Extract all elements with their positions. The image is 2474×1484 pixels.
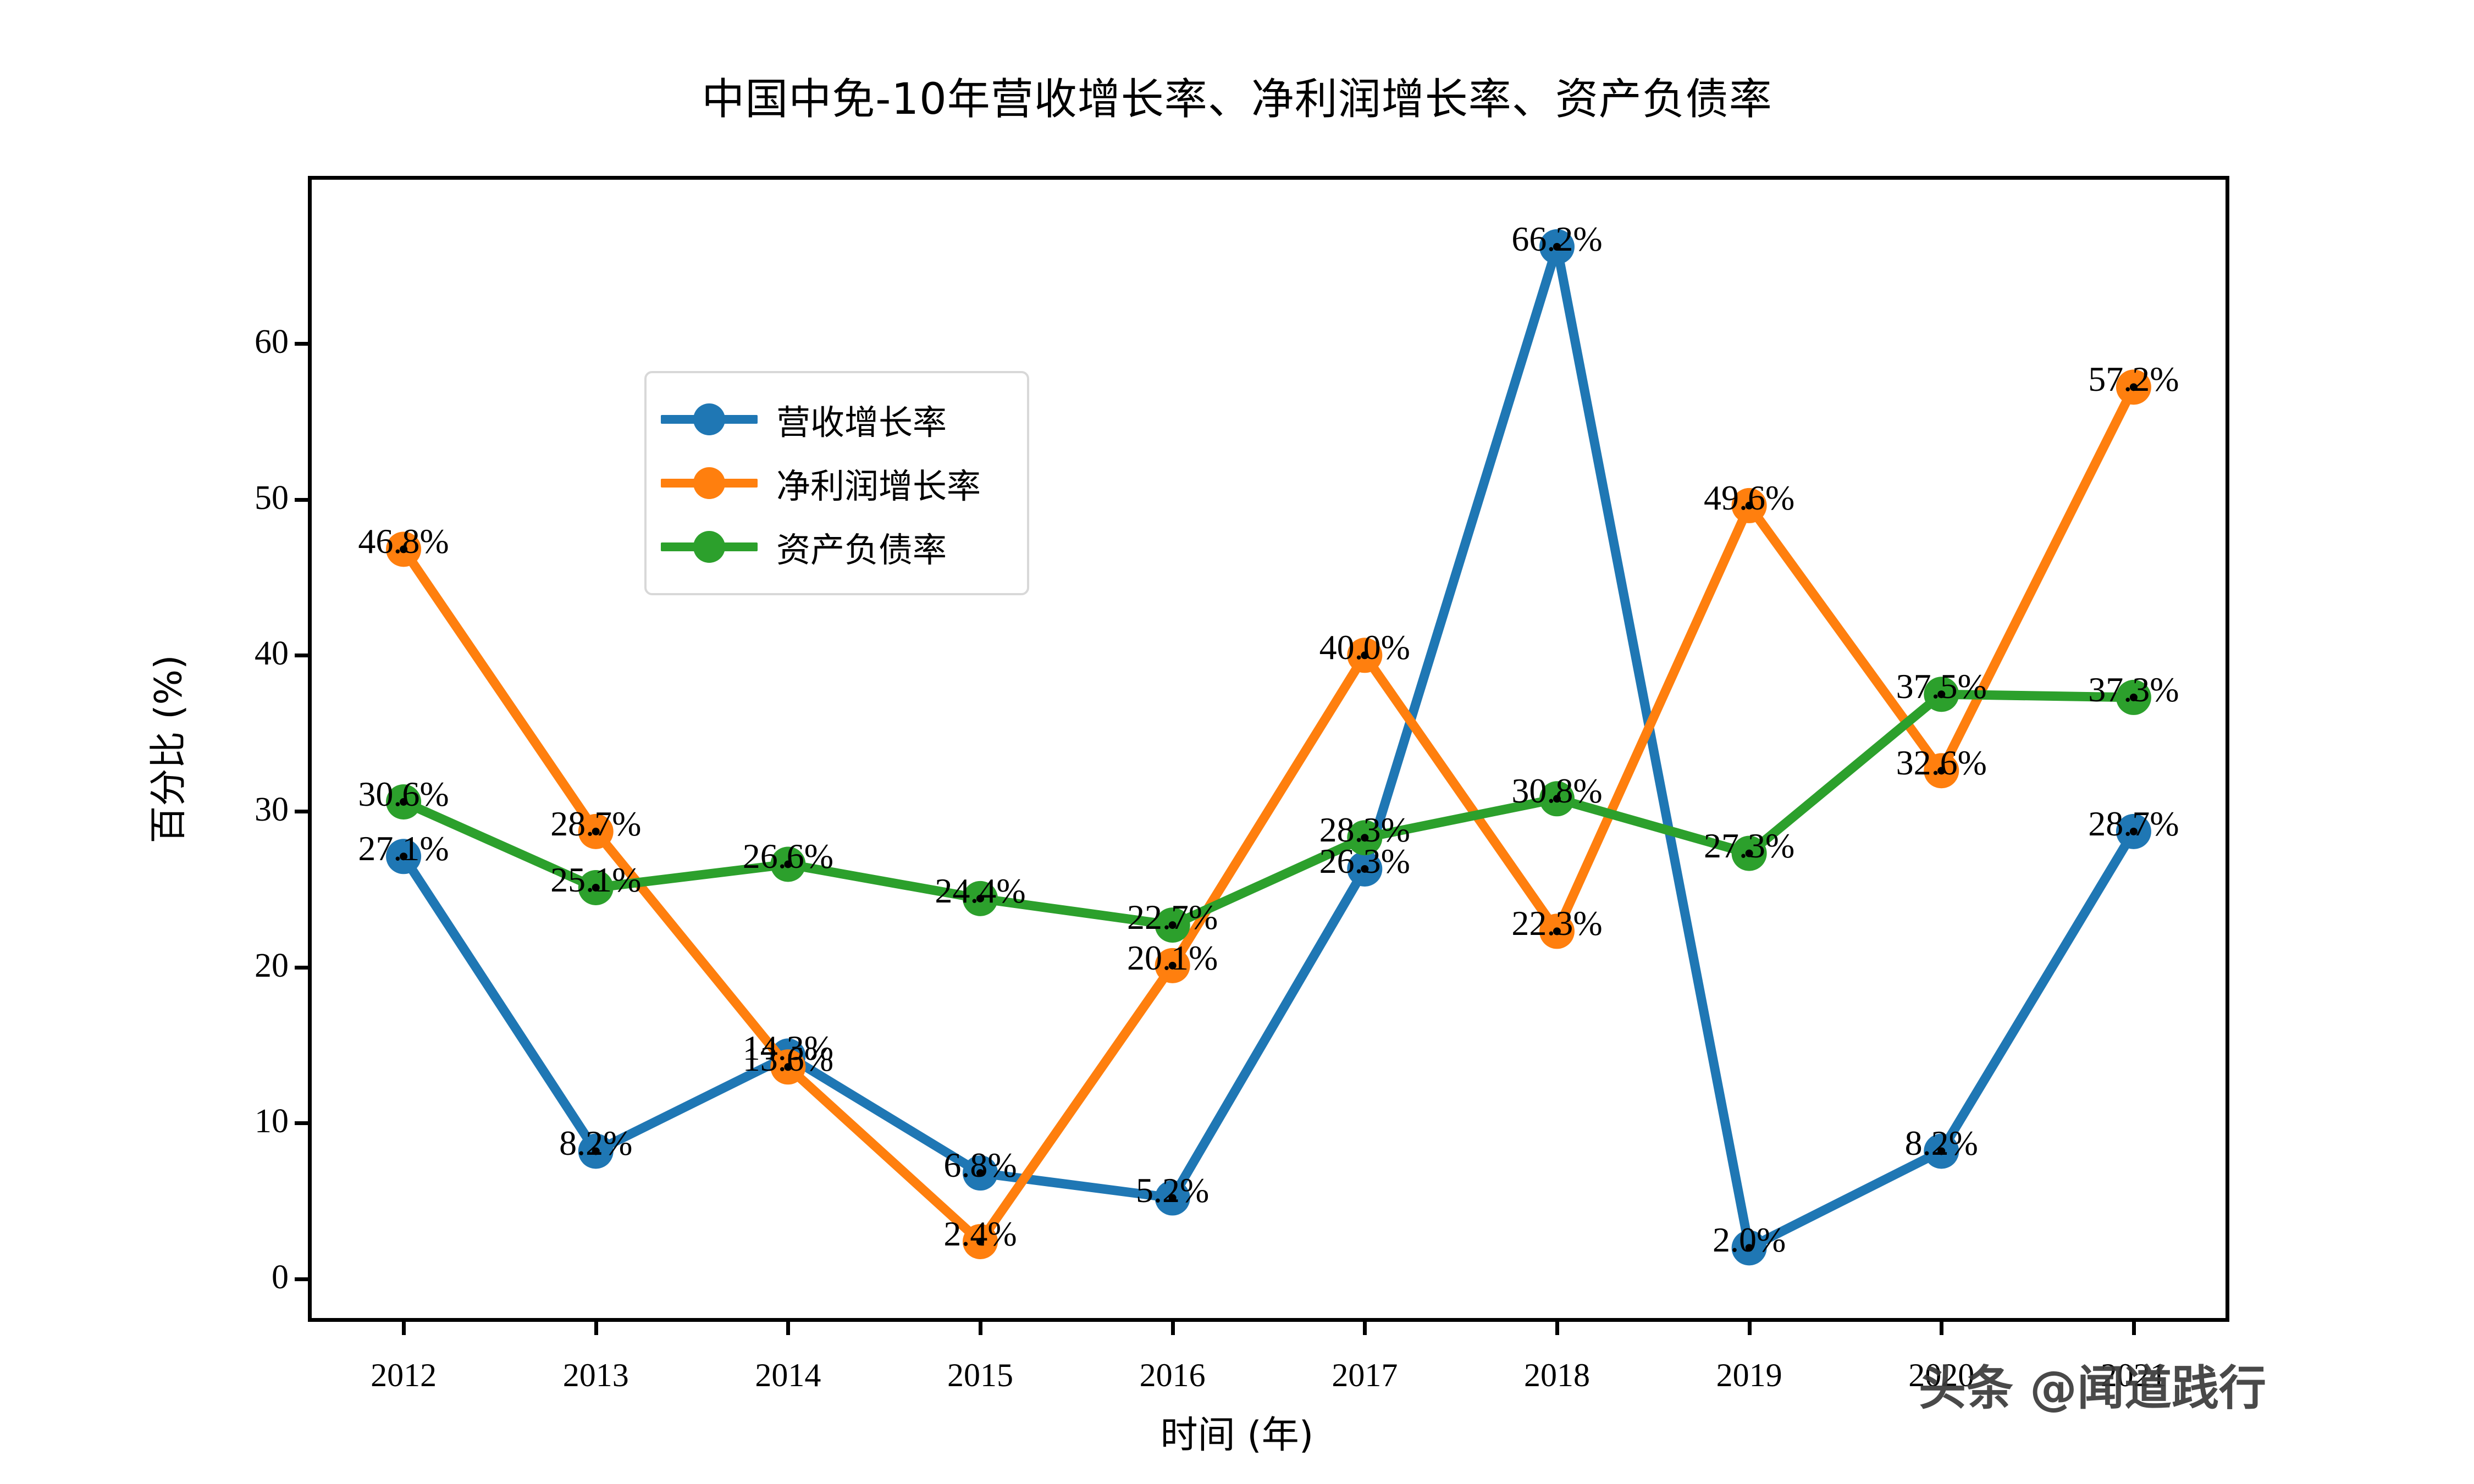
data-point-center-dot bbox=[976, 894, 985, 902]
series-line-2 bbox=[399, 689, 2139, 930]
x-tick-label: 2013 bbox=[562, 1357, 629, 1393]
x-tick-mark bbox=[1747, 1322, 1752, 1335]
x-tick-label: 2020 bbox=[1908, 1357, 1975, 1393]
x-tick-label: 2017 bbox=[1332, 1357, 1398, 1393]
y-tick-mark bbox=[295, 341, 308, 346]
data-point-center-dot bbox=[1937, 767, 1946, 775]
data-point-center-dot bbox=[784, 1063, 792, 1071]
data-point-center-dot bbox=[976, 1169, 985, 1177]
y-tick-label: 50 bbox=[255, 479, 289, 517]
data-point-center-dot bbox=[2129, 383, 2138, 391]
y-tick-label: 10 bbox=[255, 1103, 289, 1140]
y-tick-mark bbox=[295, 654, 308, 658]
data-point-center-dot bbox=[1745, 1244, 1753, 1252]
data-point-center-dot bbox=[592, 827, 600, 835]
x-tick-mark bbox=[594, 1322, 598, 1335]
chart-title: 中国中免-10年营收增长率、净利润增长率、资产负债率 bbox=[702, 75, 1772, 124]
data-point-center-dot bbox=[1553, 927, 1561, 935]
x-axis-title: 时间 (年) bbox=[1160, 1414, 1314, 1457]
plot-area: 27.1% 8.2% 14.3% 6.8% 5.2% 26.3% 66.2% 2.0% 8.2%… bbox=[308, 176, 2229, 1322]
y-axis-title: 百分比 (%) bbox=[147, 654, 191, 844]
legend-label-revenue-growth: 营收增长率 bbox=[776, 402, 947, 442]
series-line-0 bbox=[399, 242, 2139, 1253]
y-tick-label: 0 bbox=[272, 1259, 289, 1297]
legend-item-2[interactable]: 资产负债率 bbox=[661, 515, 1010, 579]
series-line-1 bbox=[399, 382, 2139, 1247]
x-tick-label: 2018 bbox=[1523, 1357, 1590, 1393]
data-point-center-dot bbox=[592, 883, 600, 891]
data-point-center-dot bbox=[1168, 961, 1177, 970]
x-tick-mark bbox=[1940, 1322, 1944, 1335]
x-tick-mark bbox=[402, 1322, 406, 1335]
data-point-center-dot bbox=[1937, 690, 1946, 699]
data-point-center-dot bbox=[1937, 1147, 1946, 1155]
x-tick-label: 2014 bbox=[755, 1357, 821, 1393]
data-point-center-dot bbox=[1361, 834, 1369, 842]
data-point-center-dot bbox=[1168, 1194, 1177, 1202]
series-layer bbox=[386, 229, 2151, 1266]
legend-label-debt-ratio: 资产负债率 bbox=[776, 530, 947, 570]
legend-label-net-profit-growth: 净利润增长率 bbox=[776, 466, 981, 506]
data-point-center-dot bbox=[400, 545, 408, 553]
y-tick-label: 30 bbox=[255, 790, 289, 828]
legend-swatch-debt-ratio bbox=[661, 542, 758, 551]
y-tick-label: 20 bbox=[255, 946, 289, 984]
legend-swatch-net-profit-growth bbox=[661, 479, 758, 488]
data-point-center-dot bbox=[400, 798, 408, 806]
y-tick-mark bbox=[295, 809, 308, 813]
x-tick-mark bbox=[1170, 1322, 1175, 1335]
data-point-center-dot bbox=[1745, 501, 1753, 510]
plot-inner: 27.1% 8.2% 14.3% 6.8% 5.2% 26.3% 66.2% 2.0% 8.2%… bbox=[312, 180, 2226, 1318]
x-tick-label: 2015 bbox=[947, 1357, 1014, 1393]
x-tick-mark bbox=[979, 1322, 983, 1335]
y-tick-mark bbox=[295, 1121, 308, 1126]
data-point-center-dot bbox=[400, 852, 408, 861]
x-tick-label: 2012 bbox=[371, 1357, 437, 1393]
data-point-center-dot bbox=[1745, 849, 1753, 857]
y-tick-mark bbox=[295, 497, 308, 502]
data-point-center-dot bbox=[784, 860, 792, 868]
legend-item-1[interactable]: 净利润增长率 bbox=[661, 451, 1010, 515]
y-tick-mark bbox=[295, 1277, 308, 1282]
x-tick-mark bbox=[1363, 1322, 1367, 1335]
y-tick-label: 60 bbox=[255, 323, 289, 361]
legend: 营收增长率 净利润增长率 资产负债率 bbox=[644, 371, 1029, 595]
data-point-center-dot bbox=[976, 1237, 985, 1245]
x-tick-label: 2019 bbox=[1716, 1357, 1782, 1393]
data-point-center-dot bbox=[1361, 865, 1369, 873]
x-tick-mark bbox=[2131, 1322, 2136, 1335]
y-tick-label: 40 bbox=[255, 635, 289, 673]
data-point-center-dot bbox=[2129, 827, 2138, 835]
y-tick-mark bbox=[295, 965, 308, 970]
data-point-center-dot bbox=[1361, 651, 1369, 660]
legend-swatch-revenue-growth bbox=[661, 415, 758, 424]
x-tick-label: 2016 bbox=[1139, 1357, 1206, 1393]
data-point-center-dot bbox=[2129, 693, 2138, 701]
x-tick-mark bbox=[1555, 1322, 1559, 1335]
watermark: 头条 @闻道践行 bbox=[1919, 1361, 2266, 1416]
data-point-center-dot bbox=[592, 1147, 600, 1155]
x-tick-label: 2021 bbox=[2100, 1357, 2167, 1393]
x-tick-mark bbox=[786, 1322, 791, 1335]
data-point-center-dot bbox=[1168, 921, 1177, 929]
legend-item-0[interactable]: 营收增长率 bbox=[661, 387, 1010, 451]
data-point-center-dot bbox=[1553, 795, 1561, 803]
data-point-center-dot bbox=[1553, 242, 1561, 251]
